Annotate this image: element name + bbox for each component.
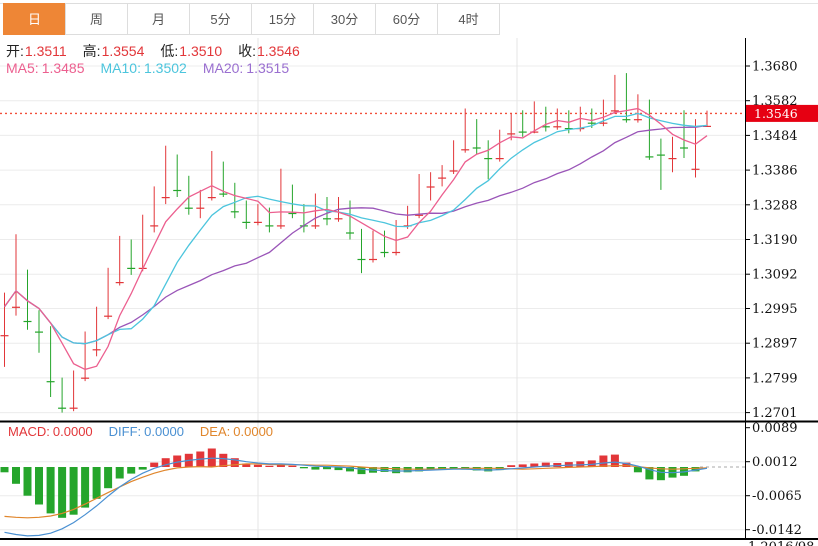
readout-label: MA10: <box>100 60 141 76</box>
macd-readout: MACD: 0.0000 DIFF: 0.0000 DEA: 0.0000 <box>8 424 289 439</box>
last-price-value: 1.3546 <box>754 106 798 121</box>
ma5-line <box>3 107 708 371</box>
readout-pair: 收:1.3546 <box>238 43 300 59</box>
readout-value: 1.3546 <box>257 43 300 59</box>
price-tick-label: 1.3484 <box>752 129 798 144</box>
readout-label: MA5: <box>6 60 39 76</box>
macd-tick-label: -0.0065 <box>752 489 802 504</box>
readout-pair: MA20: 1.3515 <box>203 60 289 76</box>
macd-tick-label: 0.0012 <box>752 455 798 470</box>
candles-layer <box>0 73 711 413</box>
timeframe-tab[interactable]: 周 <box>65 3 128 35</box>
price-tick-label: 1.3092 <box>752 268 798 283</box>
price-tick-label: 1.2995 <box>752 302 798 317</box>
price-tick-label: 1.2897 <box>752 337 798 352</box>
price-axis: 1.36801.35821.34841.33861.32881.31901.30… <box>745 38 814 546</box>
timeframe-tabs: 日周月 5分 15分 30分 60分 4时 <box>3 3 500 35</box>
ohlc-readout: 开:1.3511 高:1.3554 低:1.3510 收:1.3546 <box>6 41 316 61</box>
readout-value: 1.3510 <box>179 43 223 59</box>
readout-value: 1.3485 <box>41 60 85 76</box>
timeframe-tab[interactable]: 30分 <box>313 3 376 35</box>
price-tick-label: 1.2799 <box>752 371 798 386</box>
ma20-line <box>3 124 708 345</box>
price-tick-label: 1.3288 <box>752 198 798 213</box>
readout-label: MA20: <box>202 60 244 76</box>
ma-lines-layer <box>3 107 708 371</box>
ma-readout: MA5: 1.3485 MA10: 1.3502 MA20: 1.3515 <box>6 60 305 76</box>
macd-tick-label: -0.0142 <box>752 523 802 538</box>
timeframe-tab[interactable]: 日 <box>3 3 66 35</box>
timeframe-tab[interactable]: 月 <box>127 3 190 35</box>
price-tick-label: 1.3386 <box>752 164 798 179</box>
readout-label: 高: <box>82 43 101 59</box>
readout-value: 0.0000 <box>52 424 93 439</box>
timeframe-tab[interactable]: 4时 <box>437 3 500 35</box>
macd-layer <box>0 448 745 537</box>
readout-label: DEA: <box>199 424 231 439</box>
macd-tick-label: 0.0089 <box>752 421 798 436</box>
timeframe-tab[interactable]: 15分 <box>251 3 314 35</box>
readout-label: 收: <box>238 43 256 59</box>
readout-label: 开: <box>6 43 24 59</box>
clipped-axis-label: 1.2016/98 <box>748 540 814 546</box>
readout-label: DIFF: <box>108 424 142 439</box>
readout-label: 低: <box>160 43 179 59</box>
timeframe-tab[interactable]: 60分 <box>375 3 438 35</box>
last-price-badge: 1.3546 <box>746 104 818 122</box>
readout-pair: MA5: 1.3485 <box>6 60 85 76</box>
timeframe-tab[interactable]: 5分 <box>189 3 252 35</box>
readout-value: 1.3554 <box>101 43 145 59</box>
price-tick-label: 1.3190 <box>752 233 798 248</box>
readout-pair: MA10: 1.3502 <box>101 60 187 76</box>
readout-value: 0.0000 <box>144 424 184 439</box>
price-tick-label: 1.3680 <box>752 60 798 75</box>
price-tick-label: 1.2701 <box>752 406 798 421</box>
readout-value: 1.3515 <box>246 60 290 76</box>
readout-pair: DIFF: 0.0000 <box>109 424 184 439</box>
gridlines <box>0 38 745 539</box>
readout-pair: MACD: 0.0000 <box>8 424 93 439</box>
readout-pair: DEA: 0.0000 <box>200 424 273 439</box>
readout-value: 0.0000 <box>233 424 274 439</box>
readout-value: 1.3511 <box>24 43 67 59</box>
readout-pair: 高:1.3554 <box>83 43 145 59</box>
diff-line <box>4 457 708 537</box>
readout-pair: 开:1.3511 <box>6 43 67 59</box>
ma10-line <box>3 112 708 345</box>
readout-label: MACD: <box>8 424 50 439</box>
readout-pair: 低:1.3510 <box>160 43 222 59</box>
readout-value: 1.3502 <box>143 60 187 76</box>
